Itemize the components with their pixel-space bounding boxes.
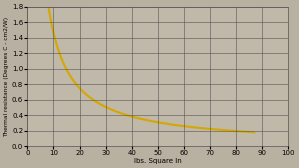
Y-axis label: Thermal resistance (Degrees C - cm2/W): Thermal resistance (Degrees C - cm2/W)	[4, 16, 9, 137]
X-axis label: lbs. Square In: lbs. Square In	[134, 158, 181, 164]
